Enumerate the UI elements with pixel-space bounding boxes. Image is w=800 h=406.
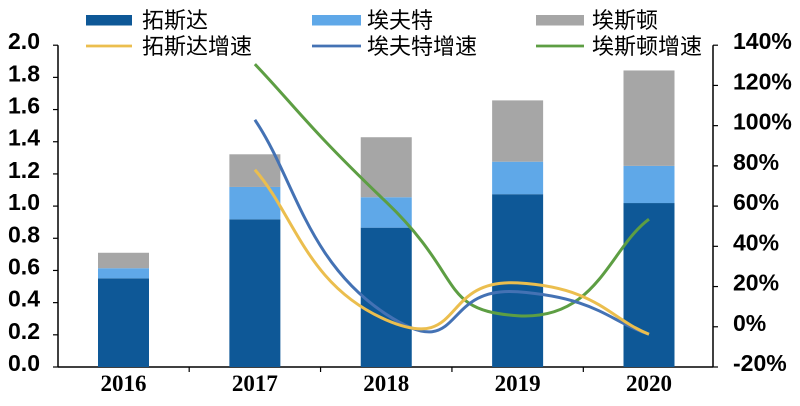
svg-text:埃夫特: 埃夫特	[367, 8, 433, 33]
svg-text:埃斯顿: 埃斯顿	[592, 8, 658, 33]
svg-text:埃斯顿增速: 埃斯顿增速	[592, 34, 702, 59]
svg-text:拓斯达: 拓斯达	[142, 8, 208, 33]
svg-text:拓斯达增速: 拓斯达增速	[142, 34, 252, 59]
svg-text:埃夫特增速: 埃夫特增速	[367, 34, 477, 59]
